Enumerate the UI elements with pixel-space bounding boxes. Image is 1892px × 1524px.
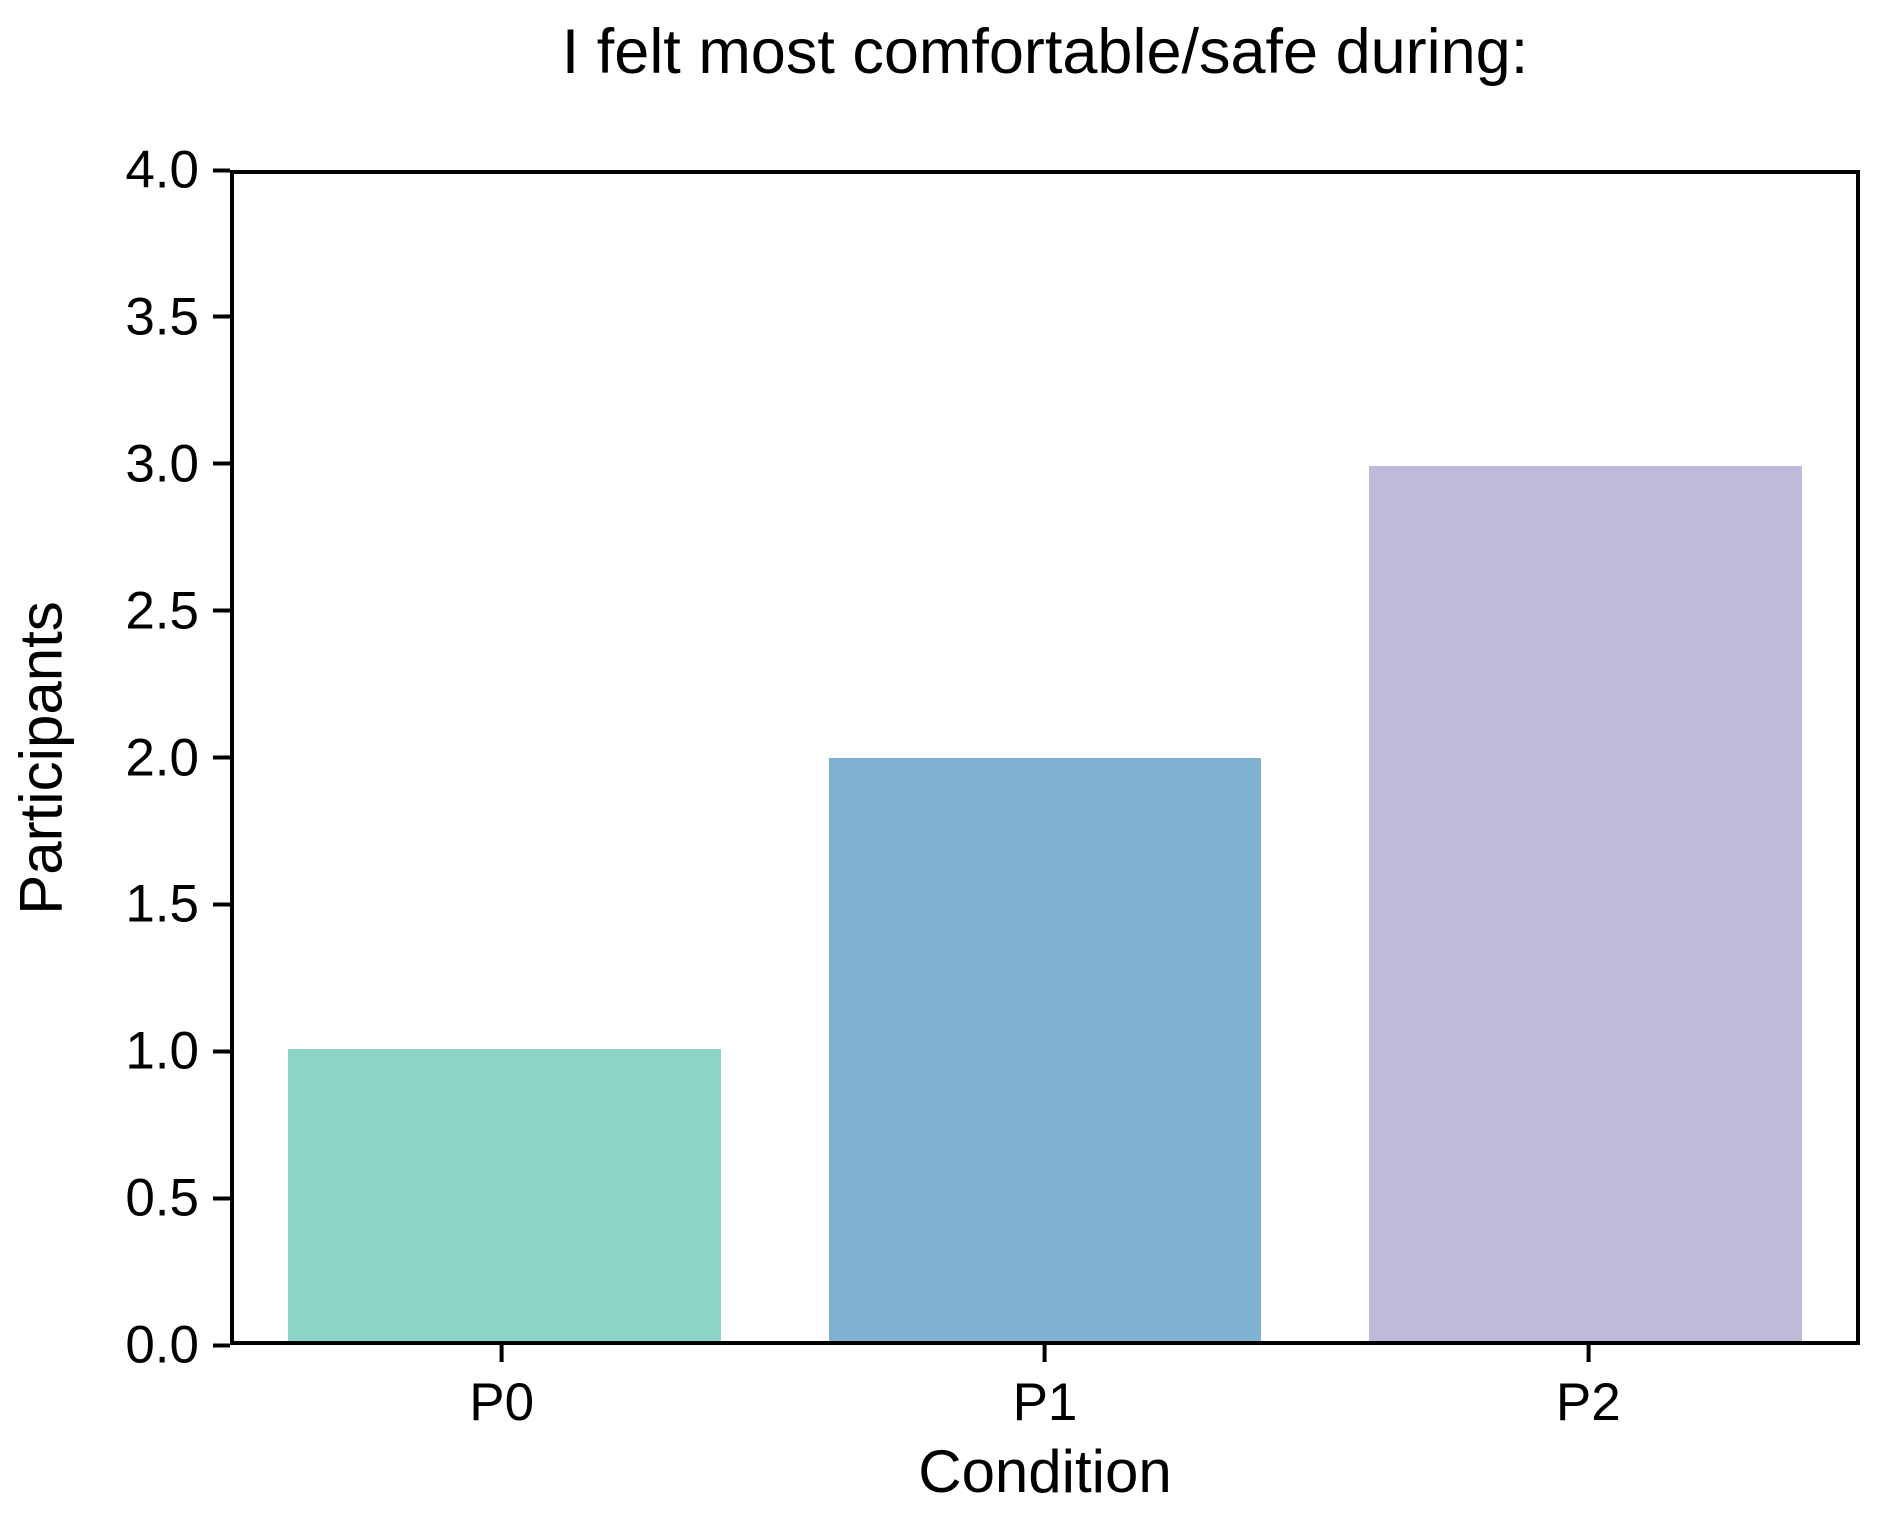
plot-area xyxy=(230,170,1860,1345)
y-tick-label: 1.5 xyxy=(125,874,199,934)
bars-container xyxy=(234,174,1856,1341)
x-axis-label: Condition xyxy=(918,1438,1172,1505)
x-tick-label: P2 xyxy=(1555,1373,1621,1432)
y-tick-mark xyxy=(213,168,230,172)
x-tick-label: P0 xyxy=(469,1373,535,1432)
y-tick: 0.0 xyxy=(0,1319,230,1372)
y-tick-mark xyxy=(213,314,230,319)
y-tick-label: 2.0 xyxy=(125,728,199,787)
y-tick: 4.0 xyxy=(0,144,230,197)
x-tick-mark xyxy=(499,1345,504,1362)
x-tick-mark xyxy=(1586,1345,1591,1362)
y-tick: 3.5 xyxy=(0,290,230,343)
x-tick: P2 xyxy=(1556,1345,1621,1429)
x-axis-ticks: P0 P1 P2 xyxy=(230,1345,1860,1445)
y-tick: 2.5 xyxy=(0,584,230,637)
y-tick-label: 1.0 xyxy=(125,1021,199,1081)
y-tick: 1.0 xyxy=(0,1025,230,1078)
y-tick-mark xyxy=(213,608,230,613)
y-tick-mark xyxy=(213,1196,230,1201)
y-axis-ticks: 0.0 0.5 1.0 1.5 2.0 2.5 3.0 3.5 4.0 xyxy=(0,144,230,1372)
y-tick-mark xyxy=(213,902,230,907)
chart-title: I felt most comfortable/safe during: xyxy=(561,17,1529,87)
y-tick-mark xyxy=(213,461,230,466)
y-tick-label: 2.5 xyxy=(125,581,199,641)
y-tick-label: 3.5 xyxy=(125,287,199,347)
bar-p1 xyxy=(828,757,1262,1341)
x-tick-label: P1 xyxy=(1012,1373,1078,1432)
y-tick-mark xyxy=(213,1343,230,1347)
x-tick: P1 xyxy=(1012,1345,1078,1432)
y-tick-label: 0.5 xyxy=(125,1168,199,1228)
y-tick: 3.0 xyxy=(0,437,230,490)
y-tick: 1.5 xyxy=(0,878,230,931)
y-tick-label: 4.0 xyxy=(125,140,199,200)
bar-p0 xyxy=(288,1049,721,1341)
x-tick: P0 xyxy=(469,1345,534,1429)
y-tick-label: 0.0 xyxy=(125,1315,199,1375)
x-tick-mark xyxy=(1042,1345,1047,1362)
y-tick: 2.0 xyxy=(0,731,230,784)
y-tick-mark xyxy=(213,755,230,760)
y-tick-label: 3.0 xyxy=(125,434,199,494)
y-tick: 0.5 xyxy=(0,1172,230,1225)
y-tick-mark xyxy=(213,1049,230,1054)
bar-p2 xyxy=(1369,465,1802,1341)
